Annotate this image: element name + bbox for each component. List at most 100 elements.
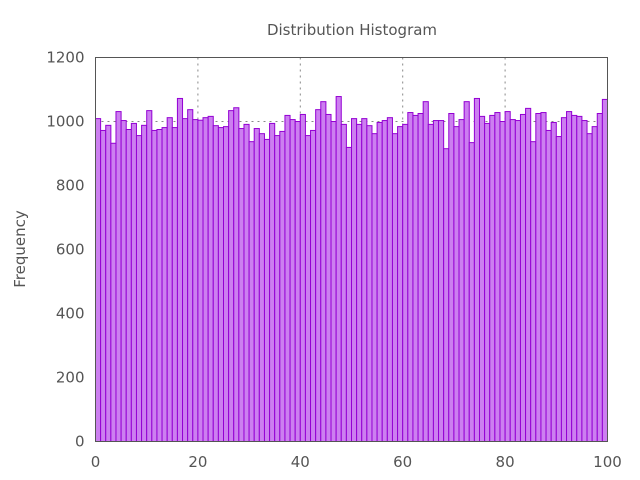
histogram-bar (489, 114, 496, 442)
histogram-bar (550, 121, 557, 443)
histogram-bar (386, 117, 393, 442)
y-tick-label: 1200 (46, 49, 84, 67)
histogram-bar (212, 125, 219, 442)
histogram-bar (566, 111, 573, 443)
histogram-bar (289, 119, 296, 443)
histogram-bar (135, 135, 143, 443)
histogram-bar (258, 133, 265, 442)
histogram-bar (325, 113, 332, 443)
histogram-bar (115, 111, 122, 443)
histogram-bar (304, 135, 312, 443)
histogram-bar (248, 141, 255, 442)
y-tick-label: 1000 (46, 113, 84, 131)
histogram-bar (217, 127, 225, 443)
x-tick-label: 80 (496, 453, 515, 471)
histogram-bar (120, 120, 127, 442)
histogram-bar (176, 97, 184, 443)
histogram-bar (310, 129, 317, 443)
histogram-bar (468, 142, 475, 442)
histogram-bar (581, 120, 588, 442)
histogram-bar (335, 96, 342, 442)
histogram-bar (376, 121, 383, 443)
histogram-bar (560, 117, 568, 442)
y-axis-ticks: 0 200 400 600 800 1000 1200 (46, 49, 84, 451)
histogram-bar (279, 130, 286, 442)
histogram-bar (499, 121, 506, 442)
histogram-bar (228, 110, 235, 443)
histogram-bar (146, 110, 153, 443)
histogram-bar (156, 129, 163, 442)
histogram-bar (340, 123, 347, 442)
histogram-bar (402, 123, 409, 442)
histogram-bar (299, 113, 306, 443)
histogram-bar (187, 109, 194, 442)
histogram-bar (540, 112, 547, 442)
histogram-bar (514, 120, 521, 442)
histogram-bar (330, 121, 337, 442)
plot-frame (95, 57, 608, 442)
histogram-bar (545, 129, 552, 443)
y-tick-label: 0 (75, 433, 85, 451)
histogram-bar (555, 136, 562, 442)
histogram-bar (95, 118, 102, 443)
histogram-bar (151, 129, 158, 443)
histogram-bar (141, 124, 148, 442)
histogram-bar (453, 126, 460, 443)
histogram-bar (284, 114, 291, 442)
histogram-bar (238, 128, 245, 442)
x-tick-label: 100 (593, 453, 622, 471)
histogram-bar (274, 135, 281, 443)
histogram-bars (95, 96, 609, 443)
histogram-bar (504, 111, 511, 443)
histogram-bar (509, 119, 516, 443)
histogram-bar (366, 125, 373, 442)
histogram-bar (586, 133, 593, 442)
histogram-bar (473, 97, 481, 443)
histogram-bar (448, 113, 455, 442)
histogram-bar (591, 126, 598, 443)
histogram-bar (381, 120, 388, 442)
histogram-bar (197, 119, 204, 442)
histogram-bar (422, 101, 429, 442)
y-tick-label: 800 (56, 177, 85, 195)
histogram-bar (391, 133, 399, 442)
histogram-bar (443, 148, 450, 442)
histogram-bar (601, 98, 609, 442)
histogram-bar (458, 119, 465, 443)
histogram-bar (253, 128, 260, 442)
histogram-bar (130, 122, 137, 442)
histogram-bar (171, 127, 178, 443)
x-axis-ticks: 0 20 40 60 80 100 (91, 453, 622, 471)
y-axis-label: Frequency (11, 210, 29, 288)
histogram-bar (207, 115, 214, 442)
histogram-bar (100, 129, 107, 443)
histogram-bar (519, 113, 527, 443)
histogram-bar (463, 101, 470, 442)
x-tick-label: 0 (91, 453, 101, 471)
histogram-bar (202, 117, 209, 442)
histogram-bar (484, 122, 491, 442)
histogram-bar (494, 112, 501, 442)
histogram-bar (576, 115, 583, 442)
histogram-bar (110, 142, 117, 442)
histogram-bar (407, 112, 414, 442)
y-tick-label: 400 (56, 305, 85, 323)
histogram-bar (223, 126, 230, 443)
histogram-bar (269, 122, 276, 442)
histogram-bar (371, 133, 378, 442)
histogram-bar (182, 118, 189, 443)
histogram-bar (125, 129, 132, 442)
histogram-bar (105, 124, 112, 442)
y-tick-label: 600 (56, 241, 85, 259)
histogram-bar (571, 114, 578, 442)
histogram-bar (320, 101, 327, 442)
histogram-bar (530, 141, 537, 442)
histogram-bar (432, 120, 440, 442)
histogram-bar (315, 109, 322, 442)
histogram-bar (233, 107, 240, 443)
histogram-bar (525, 107, 532, 442)
histogram-bar (263, 138, 271, 442)
x-tick-label: 20 (188, 453, 207, 471)
histogram-bar (397, 126, 404, 443)
histogram-bar (479, 115, 486, 442)
